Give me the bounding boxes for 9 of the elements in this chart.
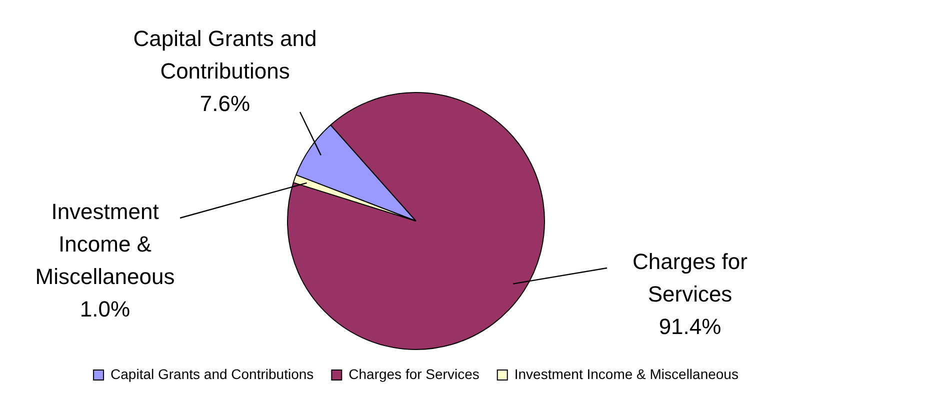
slice-label: Charges for Services bbox=[632, 249, 748, 307]
data-label: 1.0% bbox=[80, 296, 130, 322]
data-label: 7.6% bbox=[200, 91, 250, 116]
legend-label: Charges for Services bbox=[348, 366, 480, 382]
data-label: 91.4% bbox=[658, 314, 722, 340]
slice-label: Investment Income & Miscellaneous bbox=[35, 199, 175, 290]
legend-label: Capital Grants and Contributions bbox=[110, 366, 314, 382]
legend-label: Investment Income & Miscellaneous bbox=[514, 366, 738, 382]
slice-label: Capital Grants and Contributions bbox=[133, 26, 317, 84]
